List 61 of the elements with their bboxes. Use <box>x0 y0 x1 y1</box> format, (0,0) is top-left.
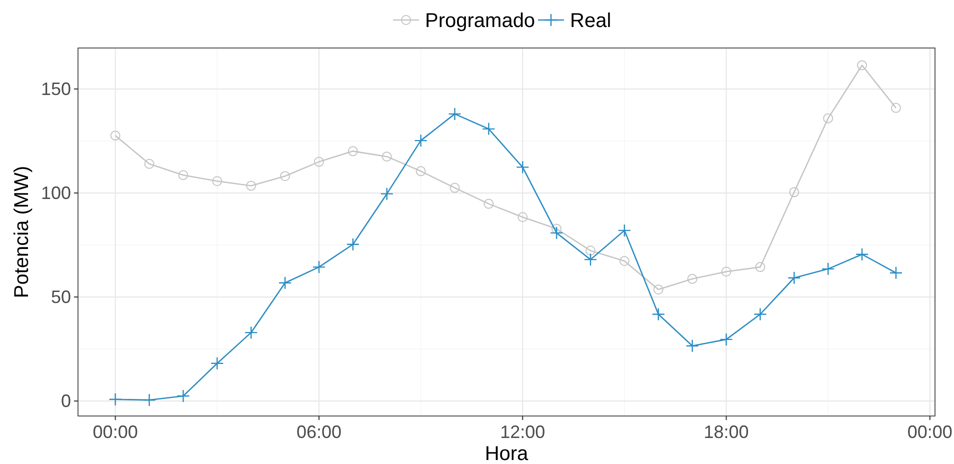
point <box>346 238 360 251</box>
point <box>450 182 460 193</box>
point <box>889 266 903 280</box>
point <box>653 284 664 295</box>
x-tick-label: 00:00 <box>907 422 952 442</box>
point <box>855 248 869 261</box>
point <box>280 171 290 182</box>
x-axis-title: Hora <box>484 443 530 464</box>
point <box>314 156 324 167</box>
point <box>414 134 428 148</box>
point <box>586 246 596 256</box>
point <box>244 326 258 340</box>
point <box>652 308 665 321</box>
point <box>619 256 630 266</box>
x-tick-label: 06:00 <box>296 422 342 442</box>
point <box>246 180 256 191</box>
point <box>210 356 224 370</box>
point <box>142 393 156 407</box>
point <box>176 389 190 403</box>
point <box>618 224 632 238</box>
y-tick-label: 50 <box>50 287 71 308</box>
point <box>516 160 530 174</box>
y-tick-label: 150 <box>40 78 71 99</box>
point <box>144 158 154 169</box>
point <box>312 260 326 274</box>
point <box>823 113 834 124</box>
point <box>108 392 122 406</box>
point <box>755 262 766 272</box>
point <box>416 166 426 176</box>
point <box>380 187 394 200</box>
point <box>110 130 120 141</box>
point <box>584 252 598 266</box>
point <box>857 60 868 70</box>
legend-label: Programado <box>425 10 536 32</box>
point <box>890 102 901 113</box>
point <box>552 224 562 234</box>
point <box>278 276 292 290</box>
point <box>789 187 800 198</box>
y-tick-label: 100 <box>40 182 71 203</box>
point <box>721 266 732 277</box>
point <box>482 122 496 136</box>
x-tick-label: 00:00 <box>92 422 138 442</box>
point <box>518 212 528 222</box>
point <box>178 170 188 180</box>
point <box>348 146 358 156</box>
point <box>686 339 699 352</box>
point <box>550 226 564 240</box>
point <box>382 152 392 162</box>
point <box>448 107 462 121</box>
x-tick-label: 18:00 <box>704 422 749 442</box>
point <box>720 332 733 346</box>
point <box>212 176 222 186</box>
point <box>754 308 767 321</box>
y-tick-label: 0 <box>60 391 71 412</box>
legend-label: Real <box>570 10 612 32</box>
point <box>821 262 835 276</box>
x-tick-label: 12:00 <box>500 422 546 442</box>
y-axis-title: Potencia (MW) <box>11 166 33 298</box>
point <box>484 198 494 209</box>
point <box>687 274 698 284</box>
point <box>788 271 801 284</box>
